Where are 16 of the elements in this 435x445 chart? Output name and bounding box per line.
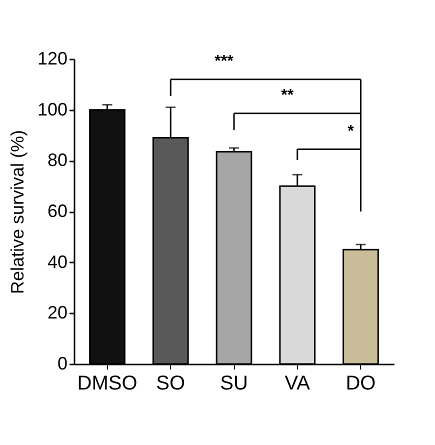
y-tick-label: 80 [47, 150, 68, 170]
x-tick-label: VA [284, 372, 311, 394]
annotation: *** [214, 53, 234, 70]
x-tick-label: SO [156, 372, 186, 394]
x-tick-label: DO [346, 372, 376, 394]
y-tick-label: 0 [57, 354, 68, 374]
y-tick-label: 120 [37, 48, 68, 68]
y-axis-title: Relative survival (%) [7, 130, 28, 294]
annotation: * [348, 123, 355, 140]
x-tick-label: SU [220, 372, 248, 394]
annotation: ** [281, 87, 294, 104]
y-tick-label: 60 [47, 201, 68, 221]
x-tick-label: DMSO [77, 372, 138, 394]
y-tick-label: 100 [37, 99, 68, 120]
y-tick-label: 20 [47, 302, 68, 323]
y-tick-label: 40 [47, 252, 68, 272]
